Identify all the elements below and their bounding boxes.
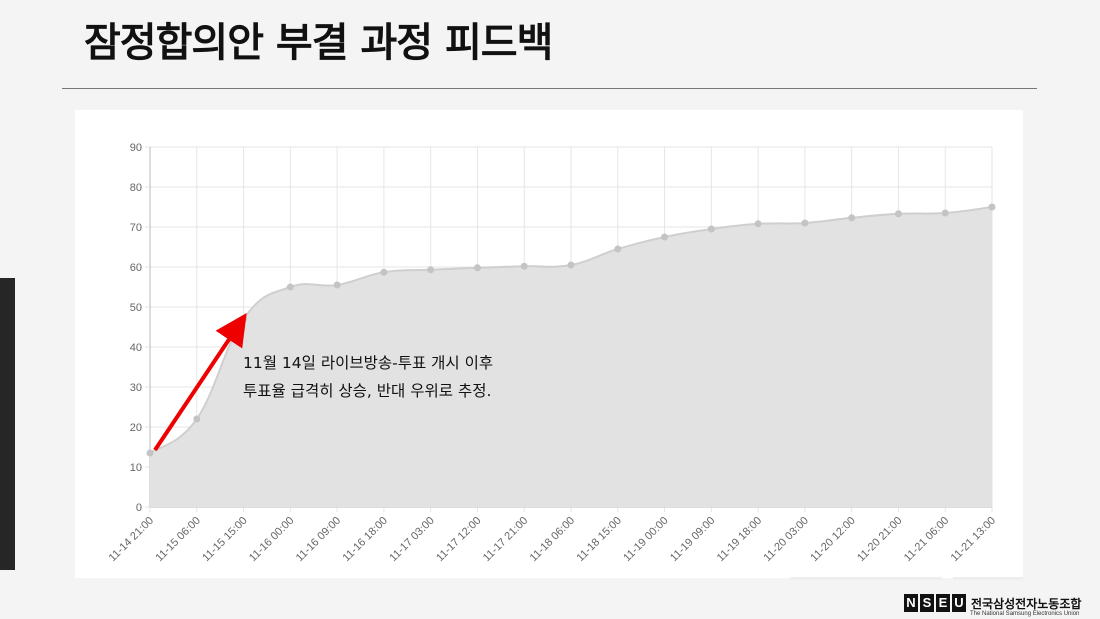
point — [193, 415, 201, 423]
point — [286, 283, 294, 291]
point — [427, 266, 435, 274]
point — [661, 233, 669, 241]
y-tick-label: 10 — [130, 462, 142, 474]
point — [801, 219, 809, 227]
point — [941, 209, 949, 217]
side-bar — [0, 278, 15, 570]
logo-name: 전국삼성전자노동조합 — [971, 596, 1082, 611]
point — [473, 264, 481, 272]
y-tick-label: 90 — [130, 142, 142, 154]
point — [240, 315, 248, 323]
logo: N S E U 전국삼성전자노동조합 The National Samsung … — [904, 594, 1082, 617]
point — [520, 262, 528, 270]
slide-title: 잠정합의안 부결 과정 피드백 — [84, 20, 553, 66]
y-tick-label: 60 — [130, 262, 142, 274]
logo-letter: E — [936, 594, 950, 612]
y-tick-label: 50 — [130, 302, 142, 314]
point — [567, 261, 575, 269]
point — [333, 281, 341, 289]
point — [848, 214, 856, 222]
annotation: 투표율 급격히 상승, 반대 우위로 추정. — [243, 382, 491, 400]
y-tick-label: 20 — [130, 422, 142, 434]
point — [380, 268, 388, 276]
y-tick-label: 80 — [130, 182, 142, 194]
chart-shadow — [790, 577, 942, 580]
chart-shadow — [953, 577, 1023, 580]
title-rule — [62, 88, 1037, 89]
logo-letter: N — [904, 594, 918, 612]
point — [707, 225, 715, 233]
annotation: 11월 14일 라이브방송-투표 개시 이후 — [243, 354, 493, 372]
y-tick-label: 0 — [136, 502, 142, 514]
point — [894, 210, 902, 218]
point — [988, 203, 996, 211]
point — [754, 220, 762, 228]
point — [614, 245, 622, 253]
logo-letter: S — [920, 594, 934, 612]
point — [146, 449, 154, 457]
annotation-arrow — [153, 313, 247, 452]
logo-letter: U — [952, 594, 966, 612]
logo-subtitle: The National Samsung Electronics Union — [970, 611, 1080, 617]
area — [150, 207, 992, 507]
y-tick-label: 70 — [130, 222, 142, 234]
y-tick-label: 30 — [130, 382, 142, 394]
y-tick-label: 40 — [130, 342, 142, 354]
